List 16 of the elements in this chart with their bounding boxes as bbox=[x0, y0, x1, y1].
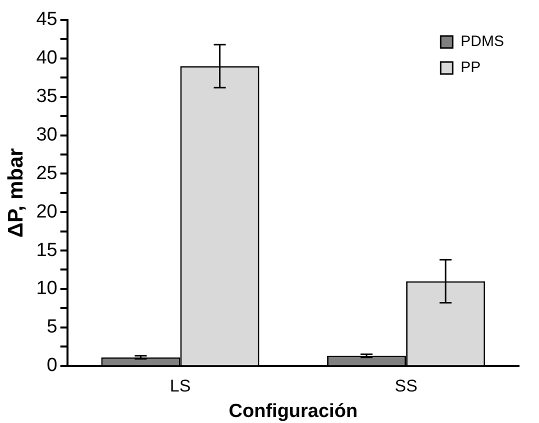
y-tick-label: 35 bbox=[36, 86, 58, 108]
y-tick-label: 25 bbox=[36, 162, 58, 184]
y-tick-label: 0 bbox=[46, 355, 58, 376]
y-tick-label: 30 bbox=[36, 124, 58, 146]
x-tick-label: SS bbox=[394, 376, 418, 396]
y-tick-label: 20 bbox=[36, 201, 58, 222]
y-tick-label: 5 bbox=[46, 316, 58, 338]
y-tick-label: 15 bbox=[36, 240, 58, 261]
legend-label: PP bbox=[460, 59, 481, 76]
y-tick-label: 10 bbox=[36, 278, 58, 300]
y-tick-label: 45 bbox=[36, 9, 58, 30]
y-tick-label: 40 bbox=[36, 48, 58, 69]
x-axis-title: Configuración bbox=[228, 400, 358, 422]
x-tick-label: LS bbox=[170, 376, 191, 396]
legend-label: PDMS bbox=[460, 33, 504, 50]
y-axis-title: ΔP, mbar bbox=[4, 148, 28, 238]
